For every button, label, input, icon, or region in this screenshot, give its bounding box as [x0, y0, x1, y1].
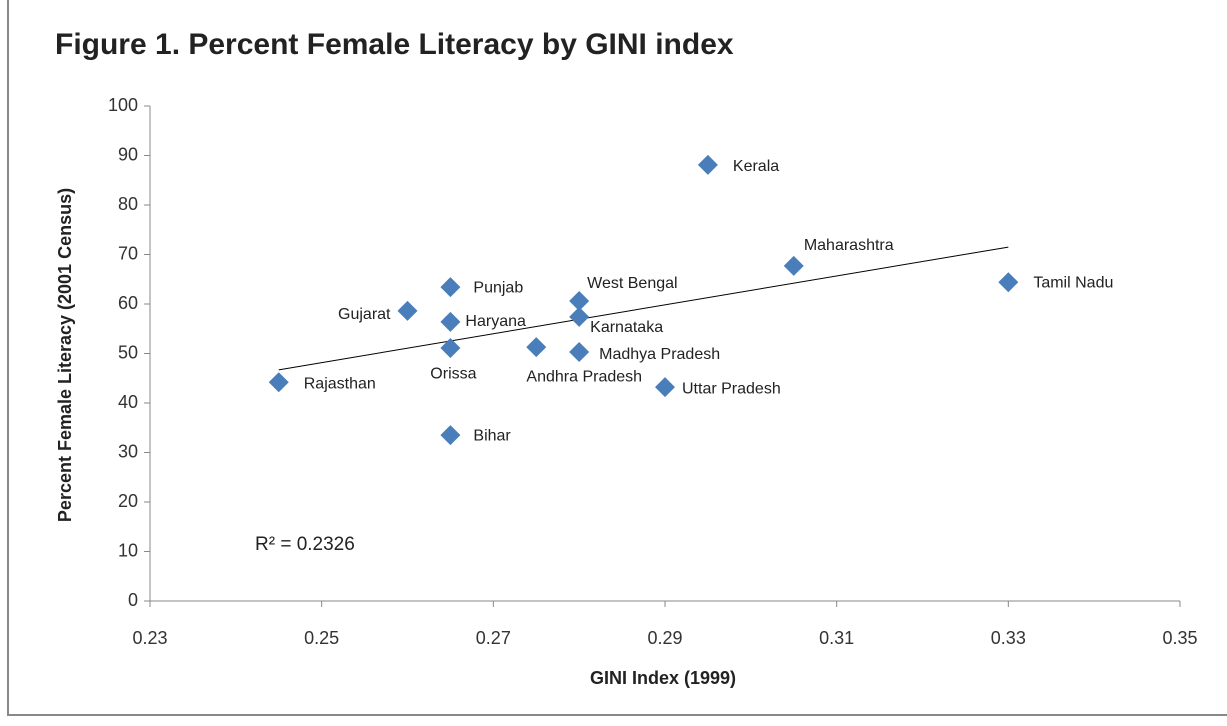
point [526, 337, 547, 358]
y-tick-label: 80 [118, 194, 138, 214]
x-tick-label: 0.29 [647, 628, 682, 648]
point [655, 377, 675, 398]
x-tick-label: 0.25 [304, 628, 339, 648]
chart-title: Figure 1. Percent Female Literacy by GIN… [55, 28, 734, 61]
y-tick-label: 30 [118, 441, 138, 461]
x-axis-label: GINI Index (1999) [590, 668, 736, 688]
point-label: Haryana [465, 313, 526, 330]
point-label: West Bengal [587, 275, 677, 292]
point-label: Andhra Pradesh [526, 368, 642, 385]
y-tick-label: 20 [118, 491, 138, 511]
y-tick-label: 50 [118, 342, 138, 362]
point-label: Rajasthan [304, 375, 376, 392]
y-tick-label: 10 [118, 540, 138, 560]
x-tick-label: 0.31 [819, 628, 854, 648]
point-label: Uttar Pradesh [682, 380, 781, 397]
x-tick-label: 0.27 [476, 628, 511, 648]
y-tick-label: 60 [118, 293, 138, 313]
point-label: Bihar [473, 427, 511, 444]
frame [7, 0, 1227, 716]
point-label: Karnataka [590, 319, 663, 336]
point-label: Kerala [733, 158, 779, 175]
y-tick-label: 100 [108, 95, 138, 115]
y-tick-label: 90 [118, 144, 138, 164]
point-label: Gujarat [338, 306, 391, 323]
point [998, 272, 1019, 293]
point [569, 342, 590, 363]
point [397, 300, 418, 321]
x-tick-label: 0.33 [991, 628, 1026, 648]
trendline [278, 246, 1009, 371]
y-tick-label: 70 [118, 243, 138, 263]
point-label: Orissa [430, 365, 476, 382]
point [783, 255, 804, 276]
point [440, 311, 461, 332]
point [697, 154, 718, 175]
point [440, 425, 461, 446]
y-tick-label: 40 [118, 392, 138, 412]
point [440, 277, 461, 298]
point-label: Madhya Pradesh [599, 346, 720, 363]
y-axis-label: Percent Female Literacy (2001 Census) [55, 188, 75, 522]
point-label: Tamil Nadu [1033, 274, 1113, 291]
x-tick-label: 0.23 [132, 628, 167, 648]
point [569, 306, 590, 327]
point-label: Punjab [473, 279, 523, 296]
y-tick-label: 0 [128, 590, 138, 610]
annotation: R² = 0.2326 [255, 534, 355, 555]
x-tick-label: 0.35 [1162, 628, 1197, 648]
point [569, 291, 590, 312]
point [440, 338, 461, 359]
point-label: Maharashtra [804, 237, 894, 254]
point [268, 372, 289, 393]
